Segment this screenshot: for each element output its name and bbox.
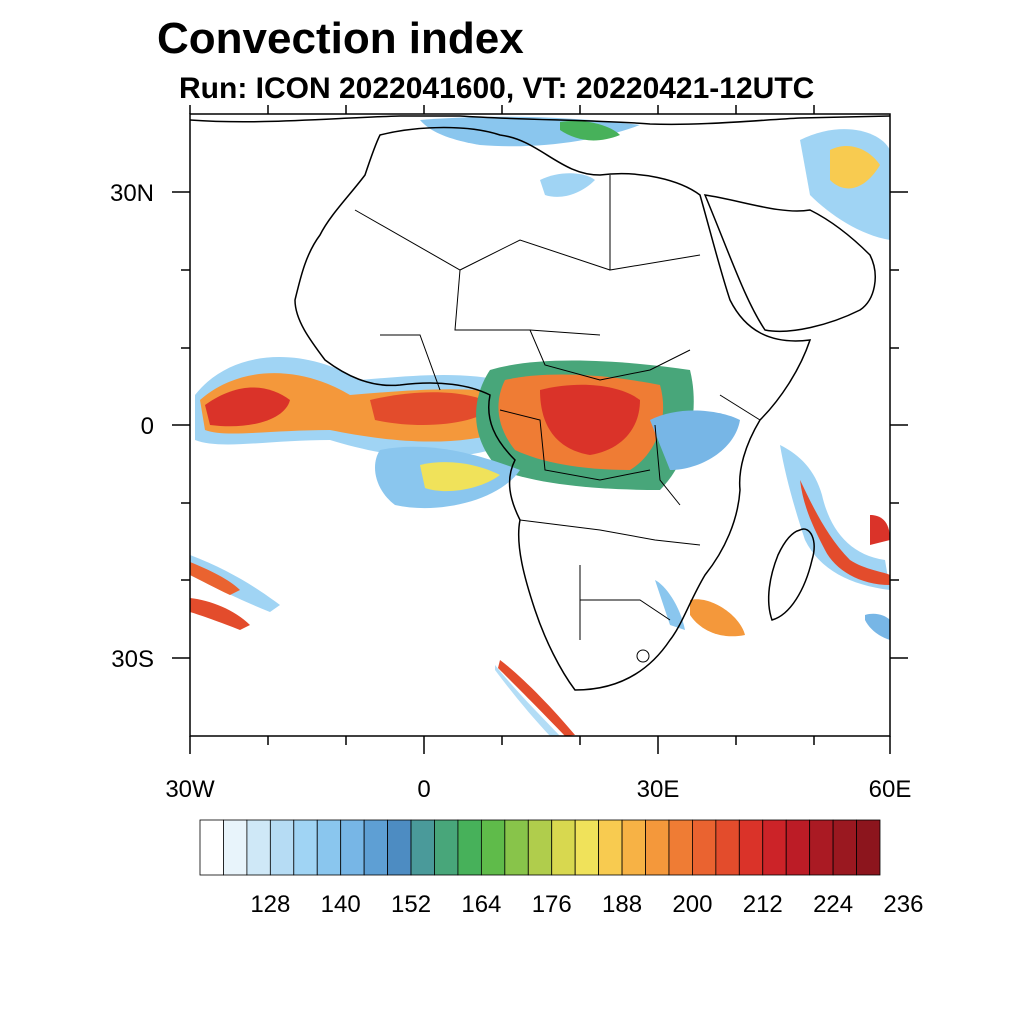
colorbar-swatch [223, 819, 248, 876]
colorbar-swatch [340, 819, 365, 876]
colorbar-swatch [598, 819, 623, 876]
field-congo-peak [540, 384, 640, 455]
field-madagascar-core [800, 480, 890, 585]
field-atlantic-sw-2 [190, 598, 250, 630]
lat-tick-label: 30N [110, 180, 154, 207]
colorbar-swatch [293, 819, 318, 876]
field-indian-se [865, 613, 890, 640]
colorbar-tick-label: 200 [672, 891, 712, 918]
field-streak-south-halo [495, 665, 560, 736]
colorbar-tick-label: 128 [250, 891, 290, 918]
colorbar-tick-label: 236 [883, 891, 923, 918]
convection-field [190, 116, 890, 736]
colorbar-swatch [621, 819, 646, 876]
coast-arabia [703, 194, 876, 333]
colorbar-swatch [269, 819, 295, 876]
colorbar-swatch [574, 819, 600, 876]
colorbar-swatch [199, 819, 224, 876]
colorbar-swatch [832, 819, 857, 876]
country-borders [354, 175, 761, 663]
colorbar-swatch [363, 819, 388, 876]
lat-tick-label: 30S [111, 646, 154, 673]
colorbar-swatch [762, 819, 787, 876]
colorbar-swatch [480, 819, 506, 876]
field-arabia-core [830, 145, 880, 189]
coast-africa [294, 126, 812, 691]
colorbar-swatch [738, 819, 764, 876]
lon-tick-label: 0 [417, 776, 430, 803]
colorbar-tick-label: 152 [391, 891, 431, 918]
field-south-band-core [420, 462, 500, 492]
colorbar-swatch [527, 819, 553, 876]
lon-tick-label: 30W [165, 776, 215, 803]
coast-europe [190, 115, 890, 126]
colorbar-swatch [434, 819, 459, 876]
page-title: Convection index [157, 14, 524, 63]
coastlines [190, 115, 890, 691]
field-band-itcz-gulf-peak [370, 392, 495, 425]
colorbar-tick-label: 224 [813, 891, 853, 918]
colorbar-swatch [715, 819, 740, 876]
field-atlantic-sw [190, 555, 280, 612]
colorbar-swatch [809, 819, 834, 876]
colorbar-swatch [692, 819, 717, 876]
field-east-edge [870, 515, 890, 545]
colorbar-swatch [551, 819, 576, 876]
colorbar-labels: 128 140 152 164 176 188 200 212 224 236 [250, 891, 923, 918]
field-madagascar-band [780, 445, 890, 590]
lon-tick-label: 60E [869, 776, 912, 803]
colorbar-swatch [504, 819, 529, 876]
field-south-africa [690, 599, 745, 637]
colorbar-swatch [410, 819, 435, 876]
tick-marks [172, 105, 908, 754]
field-med-core [560, 120, 620, 141]
lat-tick-label: 0 [141, 413, 154, 440]
colorbar [199, 819, 881, 876]
colorbar-swatch [645, 819, 670, 876]
colorbar-swatch [668, 819, 693, 876]
coast-madagascar [767, 528, 815, 621]
colorbar-swatch [856, 819, 881, 876]
field-band-itcz-west-peak [205, 387, 290, 427]
field-atlantic-sw-core [190, 562, 240, 595]
colorbar-swatch [387, 819, 412, 876]
colorbar-tick-label: 188 [602, 891, 642, 918]
colorbar-swatch [246, 819, 271, 876]
lon-tick-label: 30E [637, 776, 680, 803]
field-south-africa-2 [655, 580, 685, 630]
colorbar-tick-label: 176 [532, 891, 572, 918]
field-east-africa [650, 410, 740, 470]
colorbar-swatch [785, 819, 811, 876]
colorbar-swatch [457, 819, 482, 876]
field-streak-south [498, 660, 575, 736]
colorbar-tick-label: 164 [461, 891, 501, 918]
page-subtitle: Run: ICON 2022041600, VT: 20220421-12UTC [179, 72, 815, 105]
field-north-africa-edge [540, 173, 595, 197]
colorbar-tick-label: 140 [321, 891, 361, 918]
colorbar-tick-label: 212 [743, 891, 783, 918]
colorbar-swatch [316, 819, 342, 876]
